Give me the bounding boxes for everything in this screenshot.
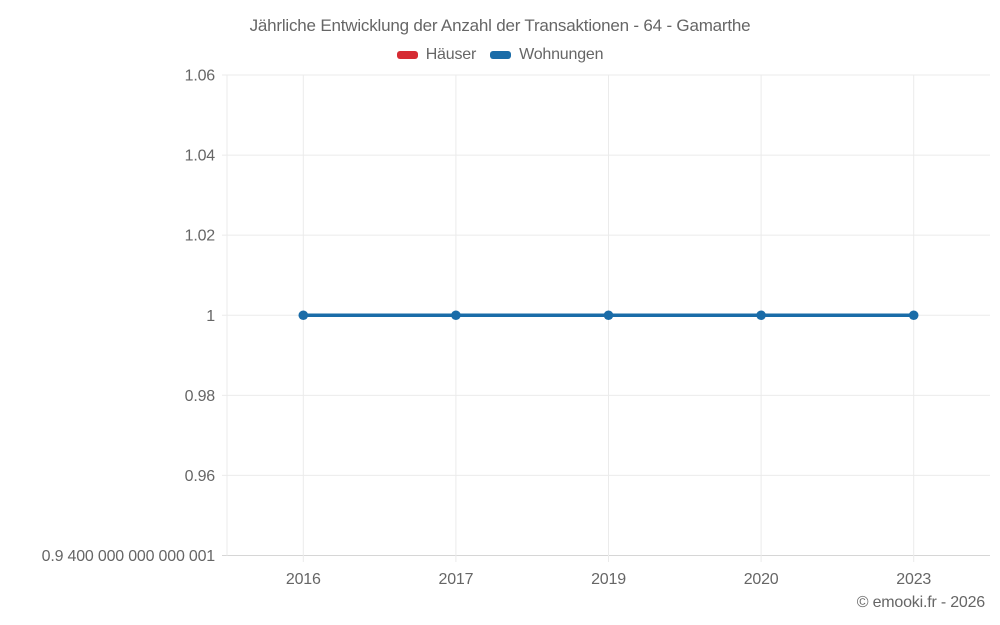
haeuser-series-swatch-icon (396, 51, 418, 59)
y-axis-tick-label: 0.9 400 000 000 000 001 (42, 548, 216, 565)
x-axis-tick-label: 2019 (591, 571, 626, 588)
legend-item-haeuser[interactable]: Häuser (396, 46, 477, 64)
x-axis-tick-label: 2020 (744, 571, 779, 588)
watermark: © emooki.fr - 2026 (856, 594, 985, 611)
x-axis-tick-label: 2017 (439, 571, 474, 588)
y-axis-tick-label: 1.06 (185, 68, 216, 85)
y-axis-tick-label: 0.96 (185, 468, 216, 485)
x-axis-tick-label: 2016 (286, 571, 321, 588)
y-axis-tick-label: 0.98 (185, 388, 216, 405)
chart-legend: Häuser Wohnungen (0, 46, 1000, 64)
data-point (298, 310, 309, 321)
y-axis-tick-label: 1.04 (185, 148, 216, 165)
data-point (756, 310, 766, 321)
chart-title: Jährliche Entwicklung der Anzahl der Tra… (249, 16, 751, 35)
data-point (451, 310, 461, 321)
y-axis-tick-label: 1.02 (185, 228, 216, 245)
data-point (603, 310, 614, 321)
legend-item-wohnungen[interactable]: Wohnungen (490, 46, 603, 64)
legend-label-wohnungen: Wohnungen (519, 46, 604, 63)
y-axis-tick-label: 1 (206, 308, 215, 325)
legend-label-haeuser: Häuser (425, 46, 477, 63)
x-axis-tick-label: 2023 (896, 571, 931, 588)
data-point (908, 310, 919, 321)
wohnungen-series-swatch-icon (490, 51, 512, 59)
